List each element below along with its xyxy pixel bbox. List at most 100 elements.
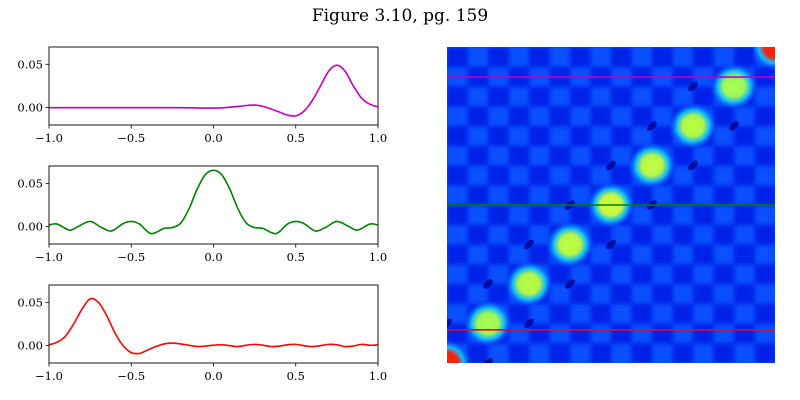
off-diagonal-trough	[688, 81, 698, 92]
heatmap-cell	[611, 165, 632, 186]
heatmap-cell	[570, 165, 591, 186]
x-tick-label: 0.5	[287, 250, 305, 264]
heatmap-cell	[631, 106, 653, 127]
heatmap-cell	[488, 165, 509, 186]
heatmap-cell	[508, 185, 530, 206]
heatmap-cell	[754, 145, 775, 166]
diagonal-peak	[464, 300, 512, 347]
heatmap-cell	[611, 323, 632, 344]
heatmap-cell	[631, 264, 653, 285]
heatmap-cell	[693, 284, 714, 305]
heatmap-cell	[467, 224, 489, 245]
heatmap-cell	[713, 264, 735, 285]
y-tick-label: 0.00	[17, 101, 43, 115]
heatmap-cell	[631, 224, 653, 245]
off-diagonal-trough	[483, 279, 493, 289]
heatmap-cell	[529, 205, 550, 226]
heatmap-cell	[734, 47, 755, 68]
x-tick-label: 0.0	[204, 131, 222, 145]
heatmap-cell	[734, 165, 755, 186]
heatmap-cell	[590, 106, 612, 127]
heatmap-cell	[754, 224, 775, 245]
off-diagonal-trough	[647, 121, 657, 131]
heatmap-cell	[590, 145, 612, 166]
x-tick-label: −1.0	[35, 131, 63, 145]
heatmap-cell	[447, 323, 468, 344]
y-tick-label: 0.00	[17, 339, 43, 353]
heatmap-cell	[713, 343, 735, 363]
heatmap-cell	[549, 264, 571, 285]
heatmap-cell	[447, 47, 468, 68]
line-panel-middle: −1.0 −0.5 0.0 0.5 1.0 0.00 0.05	[17, 165, 387, 264]
heatmap-cell	[734, 284, 755, 305]
off-diagonal-trough	[729, 121, 739, 131]
x-tick-label: −0.5	[117, 250, 145, 264]
heatmap-cell	[734, 323, 755, 344]
heatmap-cell	[713, 145, 735, 166]
heatmap-cell	[549, 145, 571, 166]
x-tick-label: 0.0	[204, 369, 222, 383]
x-tick-label: 1.0	[369, 131, 387, 145]
heatmap-cell	[693, 47, 714, 68]
line-panel-top: −1.0 −0.5 0.0 0.5 1.0 0.00 0.05	[17, 46, 387, 145]
heatmap-cell	[652, 126, 673, 147]
heatmap-cell	[447, 205, 468, 226]
heatmap-cell	[488, 47, 509, 68]
heatmap-cell	[590, 303, 612, 324]
heatmap-cell	[611, 126, 632, 147]
heatmap-cell	[529, 244, 550, 265]
heatmap-cell	[508, 303, 530, 324]
heatmap-cell	[754, 106, 775, 127]
heatmap-cell	[549, 343, 571, 363]
heatmap-cell	[693, 165, 714, 186]
heatmap-cell	[590, 343, 612, 363]
heatmap-cell	[754, 303, 775, 324]
heatmap-cell	[508, 145, 530, 166]
heatmap-cell	[467, 264, 489, 285]
diagonal-peak	[505, 261, 553, 307]
off-diagonal-trough	[688, 160, 698, 171]
off-diagonal-trough	[606, 160, 616, 171]
series-line-0-0	[49, 64, 378, 117]
off-diagonal-trough	[483, 358, 493, 363]
heatmap-cell	[672, 264, 694, 285]
x-tick-label: −1.0	[35, 250, 63, 264]
axes-frame	[48, 284, 379, 364]
heatmap-cell	[467, 106, 489, 127]
heatmap-cell	[467, 185, 489, 206]
y-tick-label: 0.00	[17, 220, 43, 234]
axes-frame	[48, 165, 379, 245]
heatmap-cell	[631, 185, 653, 206]
off-diagonal-trough	[606, 239, 616, 250]
heatmap-cell	[652, 47, 673, 68]
x-tick-label: −1.0	[35, 369, 63, 383]
heatmap-cell	[570, 47, 591, 68]
off-diagonal-trough	[524, 239, 534, 250]
y-tick-label: 0.05	[17, 57, 43, 71]
axes-frame	[48, 46, 379, 126]
heatmap-cell	[672, 343, 694, 363]
heatmap-cell	[693, 86, 714, 107]
heatmap-cell	[652, 86, 673, 107]
heatmap-cell	[529, 86, 550, 107]
heatmap-cell	[529, 126, 550, 147]
diagonal-peak	[751, 47, 775, 70]
heatmap-cell	[570, 323, 591, 344]
heatmap-cell	[570, 126, 591, 147]
x-tick-label: 0.5	[287, 131, 305, 145]
diagonal-peak	[669, 103, 717, 149]
heatmap-cell	[570, 86, 591, 107]
heatmap-cell	[672, 145, 694, 166]
heatmap-cell	[672, 185, 694, 206]
heatmap-cell	[529, 323, 550, 344]
heatmap-cell	[590, 224, 612, 245]
heatmap-cell	[488, 126, 509, 147]
heatmap-cell	[549, 106, 571, 127]
heatmap-cell	[652, 205, 673, 226]
heatmap-cell	[508, 224, 530, 245]
heatmap-cell	[754, 185, 775, 206]
heatmap-cell	[508, 343, 530, 363]
heatmap-cell	[549, 303, 571, 324]
heatmap-cell	[713, 185, 735, 206]
